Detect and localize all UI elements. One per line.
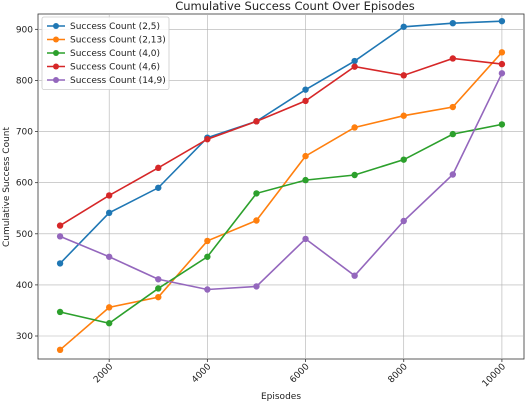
data-point (302, 176, 309, 184)
data-point (253, 190, 260, 197)
chart-legend: Success Count (2,5) Success Count (2,13) S… (41, 16, 170, 90)
data-point (155, 184, 162, 191)
data-point (400, 156, 407, 163)
y-axis-label: Cumulative Success Count (2, 127, 12, 248)
data-point (105, 304, 113, 311)
legend-marker (53, 77, 59, 83)
y-tick-label: 600 (16, 179, 33, 189)
series-4 (56, 55, 506, 229)
y-tick-label: 700 (16, 128, 33, 138)
y-tick-label: 500 (16, 230, 33, 240)
series-2 (56, 49, 506, 353)
data-point (204, 286, 211, 293)
data-point (498, 70, 506, 77)
data-point (449, 20, 457, 27)
data-point (449, 171, 457, 178)
x-axis-ticks: 2000 4000 6000 8000 10000 (92, 359, 508, 389)
legend-box (41, 16, 170, 90)
y-tick-label: 300 (16, 332, 33, 342)
data-point (302, 86, 309, 93)
y-axis-ticks: 300 400 500 600 700 800 900 (16, 25, 38, 342)
data-point (155, 293, 162, 301)
legend-label: Success Count (4,6) (70, 63, 160, 73)
data-point (253, 283, 260, 290)
data-point (400, 112, 407, 119)
data-point (105, 253, 113, 260)
data-point (155, 276, 162, 283)
legend-label: Success Count (2,13) (70, 36, 166, 46)
data-point (351, 171, 358, 179)
data-point (400, 23, 407, 30)
data-point (449, 130, 457, 138)
series-line (59, 57, 503, 227)
legend-label: Success Count (4,0) (70, 49, 160, 59)
data-point (105, 192, 113, 199)
legend-marker (53, 23, 59, 29)
series-lines (56, 17, 506, 353)
data-point (56, 233, 64, 240)
data-point (253, 118, 260, 125)
legend-marker (53, 36, 59, 43)
data-point (204, 237, 211, 245)
y-tick-label: 400 (16, 281, 33, 291)
data-point (56, 260, 64, 267)
legend-label: Success Count (2,5) (70, 22, 160, 32)
x-tick-label: 8000 (387, 362, 410, 385)
data-point (302, 235, 309, 243)
x-axis-label: Episodes (261, 392, 301, 402)
series-1 (56, 17, 506, 267)
data-point (449, 103, 457, 111)
data-point (400, 217, 407, 225)
data-point (498, 49, 506, 56)
data-point (155, 164, 162, 172)
legend-marker (53, 50, 59, 56)
data-point (105, 320, 113, 327)
series-5 (56, 70, 506, 293)
data-point (351, 57, 358, 65)
data-point (351, 124, 358, 131)
data-point (498, 121, 506, 128)
series-line (59, 51, 503, 351)
x-tick-label: 10000 (481, 362, 509, 390)
y-tick-label: 900 (16, 25, 33, 35)
data-point (155, 285, 162, 292)
data-point (351, 63, 358, 70)
data-point (56, 346, 64, 353)
series-line (59, 20, 502, 264)
series-line (59, 123, 503, 325)
x-tick-label: 4000 (190, 362, 213, 385)
y-tick-label: 800 (16, 76, 33, 86)
data-point (204, 136, 211, 143)
data-point (56, 222, 64, 229)
data-point (105, 209, 113, 217)
chart-title: Cumulative Success Count Over Episodes (175, 0, 415, 13)
data-point (498, 17, 506, 25)
data-point (302, 97, 309, 105)
data-point (449, 55, 457, 62)
data-point (253, 217, 260, 224)
grid-lines (38, 14, 524, 359)
series-line (59, 72, 503, 291)
data-point (498, 60, 506, 68)
series-3 (56, 121, 506, 327)
data-point (204, 253, 211, 260)
legend-marker (53, 63, 59, 70)
data-point (351, 272, 358, 279)
legend-label: Success Count (14,9) (70, 76, 166, 86)
data-point (400, 72, 407, 79)
data-point (56, 308, 64, 316)
x-tick-label: 6000 (288, 362, 311, 385)
x-tick-label: 2000 (92, 362, 115, 385)
data-point (302, 152, 309, 160)
